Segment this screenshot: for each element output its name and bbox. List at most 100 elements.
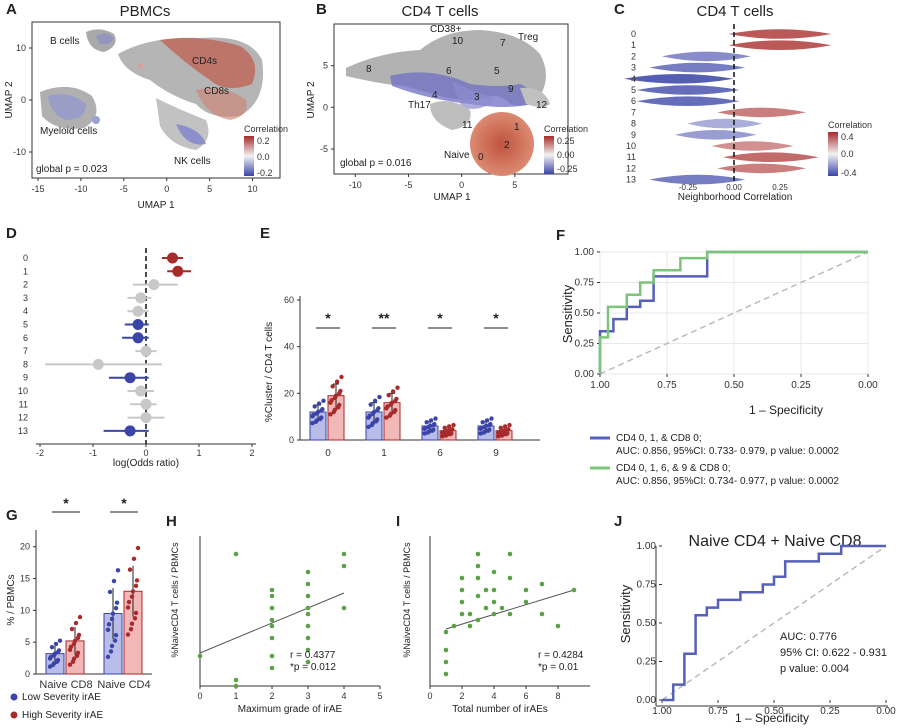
e-dot-9-high-7	[502, 424, 508, 429]
e-dot-6-high-9	[443, 433, 448, 438]
panel-i-xlabel: Total number of irAEs	[452, 704, 548, 715]
e-dot-1-high-9	[387, 413, 392, 418]
g-dot-1-high-3	[126, 599, 132, 605]
h-point-13	[305, 647, 311, 653]
c-xtick-1: 0.00	[726, 183, 742, 192]
i-xtick-1: 2	[459, 691, 464, 701]
f-ytick-1: 0.25	[575, 339, 595, 350]
a-xtick-2: -5	[120, 184, 128, 194]
h-fit-line	[199, 592, 345, 654]
j-xtick-3: 0.25	[820, 706, 840, 717]
panel-h-r: r = 0.4377	[290, 650, 336, 661]
f-xtick-2: 0.50	[724, 380, 744, 391]
a-ytick-2: -10	[13, 147, 26, 157]
panel-label-i: I	[396, 513, 400, 530]
e-dot-0-high-13	[337, 391, 342, 396]
d-estimate-5	[132, 319, 144, 330]
panel-a-title: PBMCs	[120, 3, 171, 20]
i-point-20	[491, 587, 497, 593]
a-ytick-1: 0	[21, 95, 26, 105]
i-point-5	[459, 611, 465, 617]
j-ytick-0: 0.00	[637, 695, 657, 706]
f-ytick-2: 0.50	[575, 308, 595, 319]
g-dot-0-low-11	[47, 656, 53, 661]
i-point-4	[451, 623, 457, 629]
e-dot-0-high-8	[339, 374, 344, 380]
i-point-16	[483, 605, 489, 611]
e-dot-9-high-0	[496, 434, 501, 439]
h-xtick-1: 1	[233, 691, 238, 701]
violin-3	[649, 62, 746, 73]
e-dot-6-high-13	[449, 427, 454, 433]
b-cluster-label-2: 7	[500, 38, 506, 49]
i-xtick-2: 4	[491, 691, 496, 701]
h-point-23	[341, 551, 347, 557]
d-category-2: 2	[23, 280, 28, 290]
a-xtick-0: -15	[31, 184, 44, 194]
d-estimate-1	[172, 265, 184, 277]
e-dot-9-low-0	[478, 431, 483, 436]
d-estimate-4	[132, 305, 144, 317]
g-ytick-0: 0	[25, 669, 30, 679]
panel-b-colorbar	[544, 136, 554, 174]
d-estimate-7	[140, 345, 152, 357]
i-point-8	[459, 575, 465, 581]
panel-b-legend-tick-2: -0.25	[557, 164, 578, 174]
c-category-9: 9	[631, 130, 636, 140]
panel-b-global-p: global p = 0.016	[340, 158, 412, 169]
e-dot-1-low-6	[368, 402, 373, 407]
c-category-3: 3	[631, 63, 636, 73]
b-cluster-label-3: Treg	[518, 32, 538, 43]
violin-9	[674, 130, 757, 140]
b-ytick-2: -5	[320, 144, 328, 154]
b-cluster-label-5: 6	[446, 66, 452, 77]
panel-b-legend: Correlation 0.25 0.00 -0.25	[544, 124, 588, 174]
g-dot-0-high-12	[71, 641, 77, 647]
e-dot-0-high-0	[328, 412, 333, 417]
legend-roc-1-stats: AUC: 0.856, 95%CI: 0.733- 0.979, p value…	[616, 446, 839, 457]
panel-a: A PBMCs B cells CD4s CD8s Myeloid cells …	[4, 1, 288, 211]
panel-g: G 0 5 10 15 20 Naive CD8 * Naive CD4 * % / PBMCs…	[6, 495, 152, 721]
i-xtick-3: 6	[523, 691, 528, 701]
b-cluster-label-12: 11	[462, 120, 473, 131]
e-dot-0-high-11	[328, 400, 333, 405]
j-ytick-1: 0.25	[637, 657, 657, 668]
e-dot-1-low-7	[372, 398, 378, 403]
i-point-28	[539, 581, 545, 587]
g-dot-1-low-13	[113, 605, 119, 611]
panel-label-h: H	[166, 513, 177, 530]
b-cluster-label-9: 3	[474, 92, 480, 103]
e-dot-9-low-12	[482, 424, 488, 430]
cluster-label-b-cells: B cells	[50, 36, 79, 47]
e-dot-9-high-9	[499, 433, 504, 438]
panel-j-roc: 1.00 0.75 0.50 0.25 0.00 0.00 0.25 0.50 0.75 1.00	[637, 541, 897, 717]
c-category-4: 4	[631, 74, 636, 84]
g-dot-0-high-6	[69, 626, 75, 632]
e-dot-9-high-11	[496, 430, 501, 435]
g-dot-1-low-7	[111, 578, 117, 584]
h-point-15	[305, 623, 311, 629]
h-xtick-4: 4	[341, 691, 346, 701]
e-dot-0-high-6	[330, 384, 335, 389]
e-dot-6-high-7	[446, 424, 452, 429]
legend-roc-1-name: CD4 0, 1, & CD8 0;	[616, 433, 702, 444]
b-cluster-label-4: 8	[366, 64, 372, 75]
panel-j-auc: AUC: 0.776	[780, 631, 837, 643]
panel-label-a: A	[6, 1, 17, 18]
violin-13	[649, 174, 746, 185]
e-dot-6-low-11	[422, 426, 427, 431]
h-point-0	[197, 653, 203, 659]
e-dot-1-high-8	[395, 385, 400, 390]
d-category-7: 7	[23, 346, 28, 356]
naive-cluster-blob	[470, 112, 534, 176]
g-dot-0-low-8	[57, 638, 63, 643]
c-category-0: 0	[631, 29, 636, 39]
e-ytick-3: 60	[284, 295, 294, 305]
violin-0	[728, 29, 832, 39]
e-dot-6-low-13	[431, 422, 436, 428]
e-dot-1-high-10	[392, 409, 397, 415]
j-ytick-2: 0.50	[637, 618, 657, 629]
i-point-23	[507, 551, 513, 557]
e-dot-0-low-0	[310, 421, 315, 426]
